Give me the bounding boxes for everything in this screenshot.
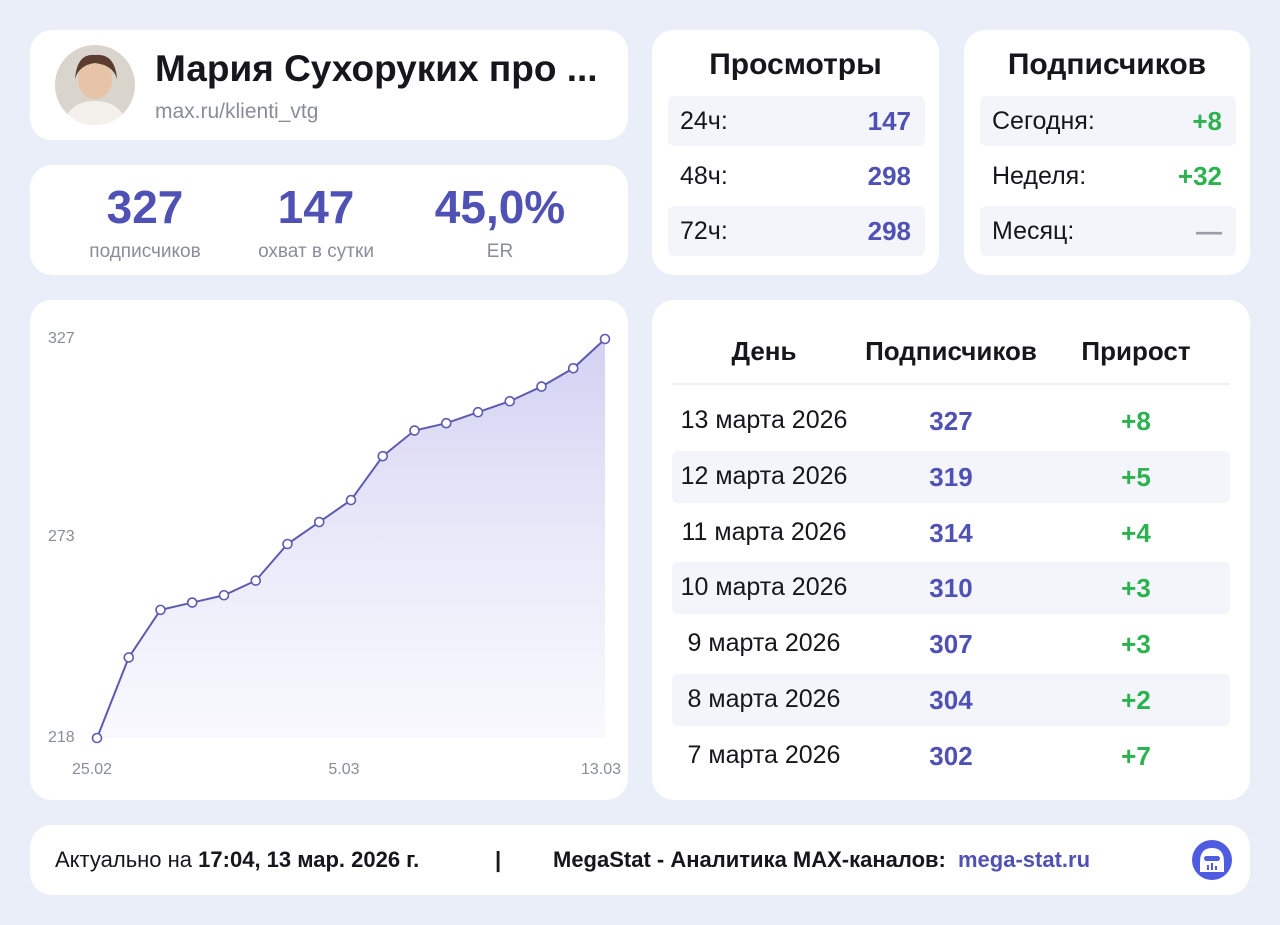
line-chart: 218 273 327 25.02 5.03 13.03	[48, 330, 621, 778]
growth-cell: +3	[1121, 629, 1151, 660]
subscribers-cell: 310	[929, 573, 973, 604]
subscribers-cell: 304	[929, 685, 973, 715]
day-cell: 13 марта 2026	[680, 406, 848, 434]
growth-cell: +3	[1121, 573, 1151, 604]
row-band	[672, 450, 1230, 503]
subscribers-cell: 302	[929, 740, 973, 771]
views-key: 48ч:	[680, 162, 728, 190]
day-cell: 10 марта 2026	[680, 573, 848, 602]
stat-value: 147	[277, 181, 355, 233]
stats-card: 327 подписчиков 147 охват в сутки 45,0% …	[30, 165, 628, 275]
footer-brand-text: MegaStat - Аналитика MAX-каналов:	[553, 847, 946, 872]
point	[599, 333, 611, 345]
subscribers-key: Месяц:	[992, 217, 1075, 245]
growth-cell: +8	[1121, 406, 1151, 436]
point	[282, 538, 293, 550]
point	[123, 652, 135, 663]
views-value: 298	[867, 161, 911, 191]
point	[377, 450, 389, 462]
growth-cell: +7	[1121, 740, 1151, 771]
column-header: День	[731, 336, 797, 366]
stat-value: 45,0%	[434, 181, 566, 233]
day-cell: 11 марта 2026	[681, 517, 847, 546]
subscribers-cell: 307	[929, 629, 973, 660]
row-band	[980, 206, 1236, 256]
day-cell: 8 марта 2026	[687, 685, 841, 713]
stat-value: 327	[106, 181, 184, 233]
point	[186, 597, 198, 608]
point	[440, 417, 452, 429]
avatar	[55, 45, 135, 125]
y-tick-label: 327	[48, 330, 75, 347]
column-header: Подписчиков	[865, 336, 1037, 366]
point	[504, 395, 516, 407]
growth-cell: +4	[1121, 517, 1151, 548]
point	[218, 589, 230, 601]
point	[472, 406, 484, 418]
footer-prefix: Актуально на	[55, 847, 193, 872]
views-key: 24ч:	[680, 107, 728, 135]
row-band	[672, 674, 1230, 726]
day-cell: 12 марта 2026	[680, 461, 848, 490]
day-cell: 7 марта 2026	[687, 740, 841, 769]
chart-card: 218 273 327 25.02 5.03 13.03	[30, 300, 628, 800]
point	[91, 732, 103, 744]
footer-separator: |	[495, 847, 502, 872]
row-band	[668, 96, 925, 146]
views-value: 298	[867, 216, 911, 246]
subscribers-cell: 327	[929, 406, 973, 436]
header-card: Мария Сухоруких про ... max.ru/klienti_v…	[30, 30, 628, 140]
line-area	[97, 339, 605, 738]
point	[345, 494, 357, 506]
row-band	[672, 562, 1230, 615]
point	[409, 425, 420, 436]
footer-card: Актуально на 17:04, 13 мар. 2026 г. | Me…	[30, 825, 1250, 895]
views-card: Просмотры 24ч: 147 48ч: 298 72ч: 298	[652, 30, 939, 275]
logo	[1192, 840, 1232, 880]
views-title: Просмотры	[709, 48, 882, 81]
channel-link[interactable]: max.ru/klienti_vtg	[155, 100, 319, 123]
channel-title: Мария Сухоруких про ...	[155, 48, 598, 89]
stat-label: охват в сутки	[258, 241, 374, 262]
point	[313, 516, 325, 528]
footer-text: Актуально на 17:04, 13 мар. 2026 г.	[55, 847, 419, 873]
x-tick-label: 13.03	[581, 761, 621, 778]
column-header: Прирост	[1081, 336, 1191, 366]
stat-label: подписчиков	[89, 241, 201, 262]
subscribers-value: +8	[1192, 106, 1222, 136]
row-band	[668, 206, 925, 256]
point	[567, 362, 579, 374]
y-tick-label: 273	[48, 528, 75, 545]
subscribers-cell: 314	[929, 517, 973, 548]
y-tick-label: 218	[48, 729, 75, 746]
growth-cell: +5	[1121, 461, 1151, 492]
subscribers-cell: 319	[929, 461, 973, 492]
day-cell: 9 марта 2026	[687, 629, 841, 658]
footer-link[interactable]: mega-stat.ru	[958, 847, 1091, 872]
point	[250, 575, 262, 586]
subscribers-card: Подписчиков Сегодня: +8 Неделя: +32 Меся…	[964, 30, 1250, 275]
views-key: 72ч:	[680, 217, 728, 245]
row-band	[980, 96, 1236, 146]
point	[155, 604, 166, 616]
subscribers-title: Подписчиков	[1007, 48, 1207, 81]
subscribers-key: Неделя:	[992, 162, 1087, 190]
views-value: 147	[867, 106, 911, 136]
x-tick-label: 5.03	[328, 761, 359, 778]
table-card: День Подписчиков Прирост 13 марта 2026 327 +8…	[652, 300, 1250, 800]
stat-label: ER	[486, 241, 514, 262]
subscribers-value: —	[1196, 216, 1222, 246]
subscribers-key: Сегодня:	[992, 107, 1095, 135]
header-divider	[672, 383, 1230, 385]
x-tick-label: 25.02	[72, 761, 112, 778]
footer-time: 17:04, 13 мар. 2026 г.	[198, 847, 420, 872]
growth-cell: +2	[1121, 685, 1151, 715]
footer-brand: MegaStat - Аналитика MAX-каналов: mega-s…	[553, 847, 1090, 873]
point	[536, 381, 547, 392]
subscribers-value: +32	[1177, 161, 1222, 191]
